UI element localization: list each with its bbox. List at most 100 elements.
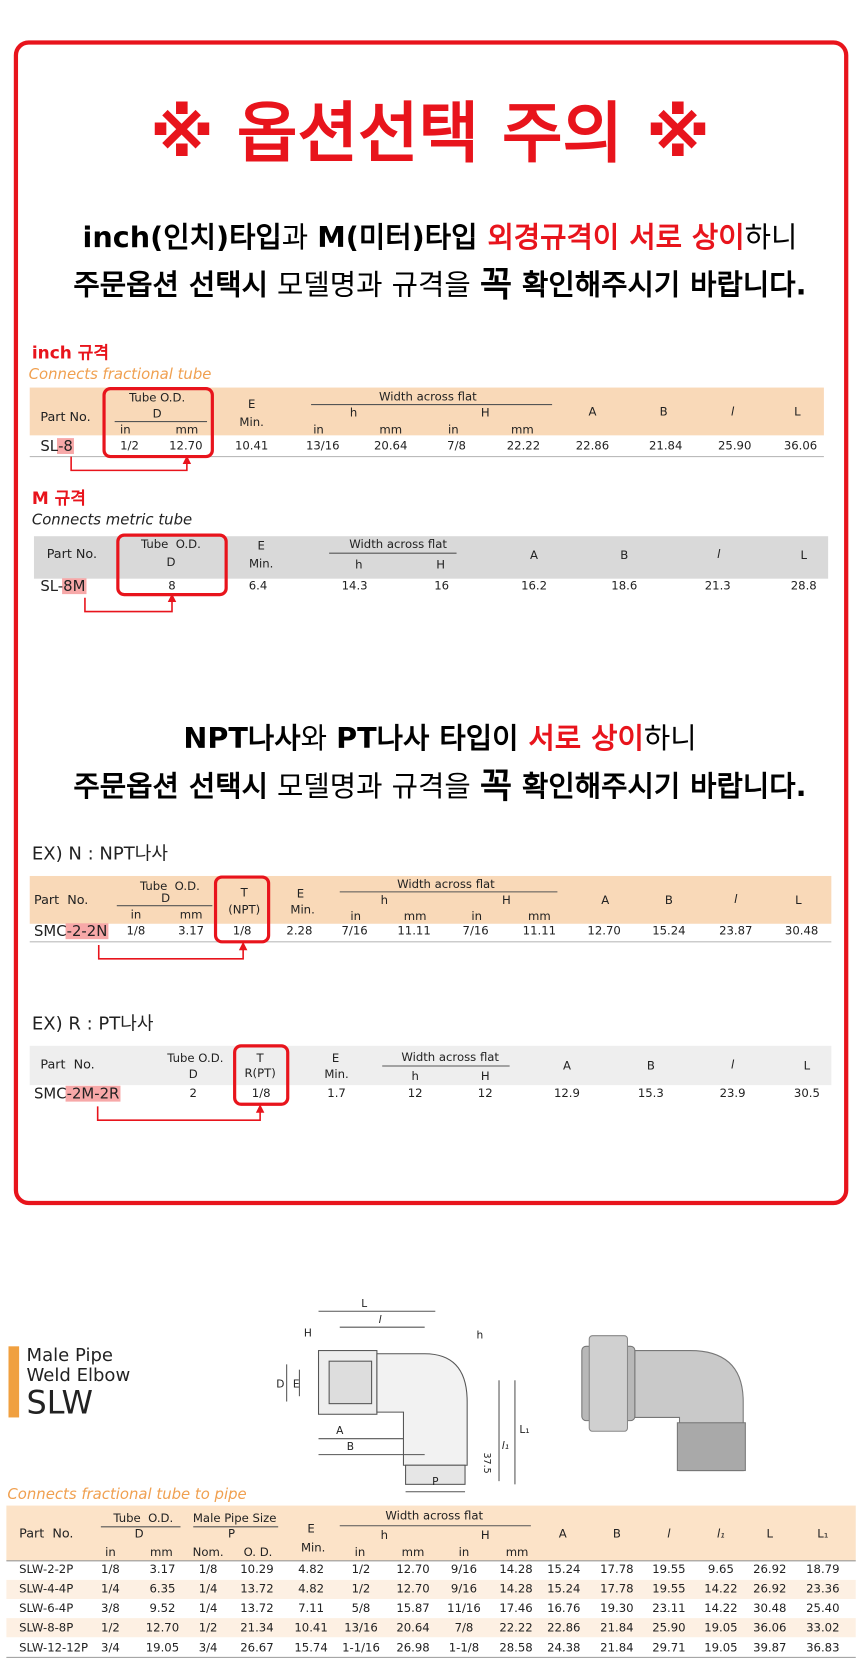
column-header: Width across flat [349, 537, 447, 551]
column-header: in [448, 423, 459, 437]
column-header: h [381, 1528, 388, 1542]
text: 모델명과 규격을 [268, 268, 480, 302]
table-cell: 25.90 [718, 438, 751, 452]
column-header: Nom. [193, 1545, 224, 1559]
table-cell: 11.11 [523, 924, 556, 938]
column-header: in [120, 423, 131, 437]
table-cell: 6.35 [149, 1581, 175, 1595]
column-header: P [228, 1527, 235, 1541]
column-header: B [620, 548, 628, 562]
table-cell: 9.65 [708, 1562, 734, 1576]
column-header: in [350, 909, 361, 923]
column-header: Tube O.D. [128, 391, 185, 405]
table-cell: 10.41 [235, 438, 268, 452]
column-header: D [135, 1527, 144, 1541]
caption: Connects metric tube [32, 510, 192, 528]
column-header: E [307, 1521, 314, 1535]
table-cell: 3/4 [199, 1640, 218, 1654]
table-cell: 21.3 [705, 579, 731, 593]
table-cell: 19.05 [704, 1621, 737, 1635]
table-cell: 12 [408, 1086, 423, 1100]
text: M(미터)타입 [317, 220, 487, 254]
section-label: EX) R : PT나사 [32, 1014, 154, 1035]
table-cell: 9.52 [149, 1601, 175, 1615]
diagram-label: l [379, 1313, 382, 1326]
column-header: B [613, 1527, 621, 1541]
column-header: Part No. [47, 547, 97, 562]
diagram-label: P [432, 1475, 439, 1488]
text: 확인해주시기 바랍니다. [512, 268, 806, 302]
column-header: H [502, 893, 511, 907]
table-cell: 12.70 [169, 438, 202, 452]
emphasis: 꼭 [480, 265, 512, 306]
text: 주문옵션 선택시 [73, 769, 268, 803]
table-cell: 1/8 [233, 924, 252, 938]
section-label: M 규격 [32, 489, 86, 509]
part-number: SL [40, 437, 58, 455]
table-cell: 25.40 [806, 1601, 839, 1615]
column-header: Width across flat [397, 877, 495, 891]
column-header: Width across flat [385, 1509, 483, 1523]
section-label: inch 규격 [32, 344, 109, 364]
diagram-label: l₁ [502, 1439, 509, 1452]
table-cell: 9/16 [451, 1562, 477, 1576]
product-code: SLW [27, 1384, 94, 1422]
column-header: mm [506, 1545, 529, 1559]
column-header: mm [150, 1545, 173, 1559]
accent-bar [8, 1346, 20, 1418]
table-cell: 3.17 [178, 924, 204, 938]
text: 확인해주시기 바랍니다. [512, 769, 806, 803]
column-header: L [794, 404, 801, 418]
column-header: L [767, 1527, 774, 1541]
photo-tube [588, 1335, 629, 1432]
table-cell: 19.55 [652, 1562, 685, 1576]
table-cell: 14.28 [499, 1562, 532, 1576]
warning-line: NPT나사와 PT나사 타입이 서로 상이하니 [133, 721, 726, 755]
part-number: SLW-6-4P [19, 1601, 73, 1615]
column-header: in [459, 1545, 470, 1559]
column-header: Min. [290, 902, 314, 916]
photo-thread [676, 1422, 746, 1472]
table-cell: 1/2 [352, 1581, 371, 1595]
table-cell: 22.86 [576, 438, 609, 452]
table-cell: 10.41 [294, 1621, 327, 1635]
diagram-label: A [336, 1424, 344, 1437]
column-header: l₁ [717, 1527, 725, 1541]
column-header: mm [180, 908, 203, 922]
column-header: in [105, 1545, 116, 1559]
table-cell: 18.6 [611, 579, 637, 593]
table-cell: 7/8 [455, 1621, 474, 1635]
column-header: h [411, 1069, 418, 1083]
diagram-label: B [347, 1440, 354, 1453]
table-cell: 36.06 [753, 1621, 786, 1635]
diagram-label: D [276, 1378, 284, 1391]
table-cell: 28.8 [791, 579, 817, 593]
column-header: Min. [324, 1067, 348, 1081]
table-cell: 26.98 [396, 1640, 429, 1654]
table-cell: 1/8 [199, 1562, 218, 1576]
diagram-label: L [361, 1297, 367, 1310]
table-cell: 18.79 [806, 1562, 839, 1576]
table-cell: 17.46 [499, 1601, 532, 1615]
table-cell: 39.87 [753, 1640, 786, 1654]
table-cell: 3/4 [101, 1640, 120, 1654]
table-cell: 6.4 [249, 579, 268, 593]
part-number-option: -2M-2R [67, 1085, 120, 1103]
table-cell: 3/8 [101, 1601, 120, 1615]
table-cell: 17.78 [600, 1562, 633, 1576]
table-cell: 17.78 [600, 1581, 633, 1595]
arrowhead [182, 455, 192, 465]
section-label: EX) N : NPT나사 [32, 844, 169, 865]
table-header-band [29, 875, 832, 924]
table-cell: 23.36 [806, 1581, 839, 1595]
product-photo [581, 1335, 746, 1472]
table-cell: 15.3 [638, 1086, 664, 1100]
table-cell: 16.76 [547, 1601, 580, 1615]
column-header: mm [379, 423, 402, 437]
table-cell: 19.05 [146, 1640, 179, 1654]
text: 하니 [745, 220, 798, 254]
table-cell: 20.64 [374, 438, 407, 452]
table-cell: 1/4 [101, 1581, 120, 1595]
column-header: H [481, 406, 490, 420]
table-cell: 12 [478, 1086, 493, 1100]
